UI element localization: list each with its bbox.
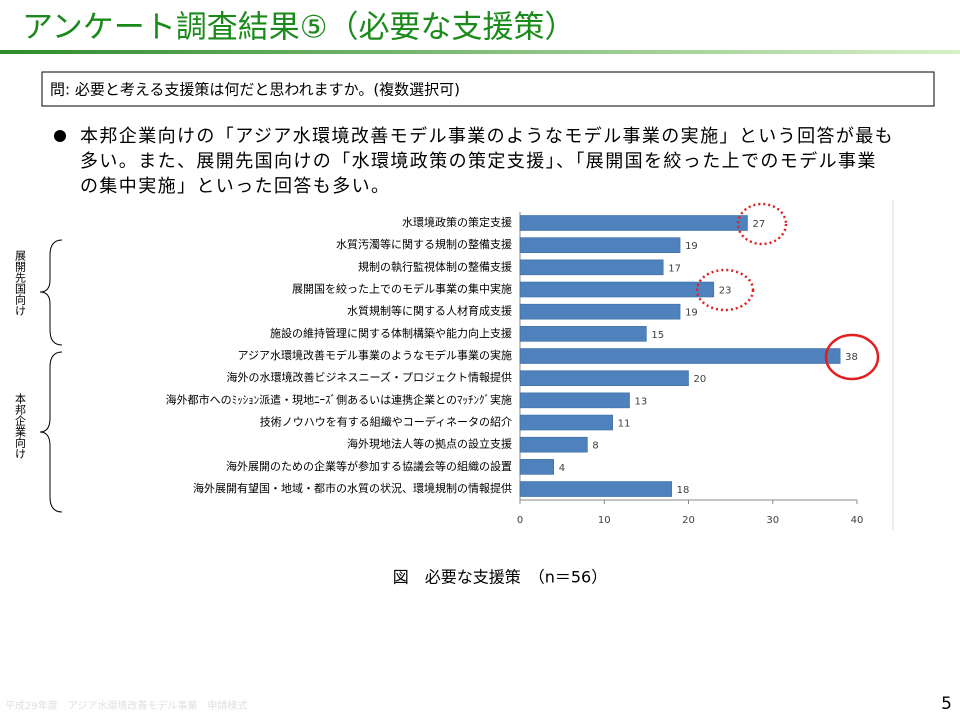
group-label: 展開先国向け	[14, 250, 27, 316]
bullet-line: 本邦企業向けの「アジア水環境改善モデル事業のようなモデル事業の実施」という回答が…	[80, 126, 894, 147]
value-label: 19	[685, 241, 698, 252]
category-label: 海外展開のための企業等が参加する協議会等の組織の設置	[226, 459, 512, 473]
value-label: 23	[719, 286, 732, 297]
bar	[519, 436, 588, 453]
category-label: 水質汚濁等に関する規制の整備支援	[336, 237, 512, 251]
x-tick-label: 10	[598, 515, 611, 526]
group-label: 本邦企業向け	[14, 392, 27, 459]
category-label: アジア水環境改善モデル事業のようなモデル事業の実施	[237, 348, 512, 362]
bar	[519, 414, 613, 431]
question-box	[41, 71, 935, 107]
value-label: 8	[592, 441, 598, 452]
category-label: 海外都市へのﾐｯｼｮﾝ派遣・現地ﾆｰｽﾞ側あるいは連携企業とのﾏｯﾁﾝｸﾞ実施	[166, 392, 512, 406]
bar	[519, 259, 664, 276]
chart-caption: 図 必要な支援策 （n＝56）	[393, 568, 608, 587]
group-brace	[39, 239, 63, 346]
value-label: 38	[845, 352, 858, 363]
value-label: 19	[685, 308, 698, 319]
x-tick-label: 0	[517, 515, 523, 526]
title-rule	[0, 50, 960, 54]
category-label: 技術ノウハウを有する組織やコーディネータの紹介	[260, 415, 512, 429]
highlight-circle	[824, 333, 880, 381]
highlight-circle	[695, 268, 755, 312]
bar	[519, 392, 630, 409]
category-label: 海外現地法人等の拠点の設立支援	[347, 437, 512, 451]
bullet-dot	[54, 130, 66, 142]
group-brace	[39, 351, 63, 513]
category-label: 展開国を絞った上でのモデル事業の集中実施	[292, 282, 512, 296]
bullet-line: の集中実施」といった回答も多い。	[80, 176, 390, 197]
bar	[519, 215, 748, 231]
value-label: 20	[694, 374, 707, 385]
value-label: 13	[635, 396, 648, 407]
category-label: 規制の執行監視体制の整備支援	[358, 259, 512, 273]
bullet-line: 多い。また、展開先国向けの「水環境政策の策定支援」、「展開国を絞った上でのモデル…	[80, 151, 877, 172]
bar	[519, 237, 681, 253]
value-label: 11	[618, 419, 631, 430]
category-label: 水環境政策の策定支援	[402, 215, 512, 229]
bar	[519, 281, 715, 298]
page-number: 5	[941, 694, 952, 714]
x-tick-label: 20	[682, 515, 695, 526]
bar	[519, 303, 681, 320]
category-label: 海外展開有望国・地域・都市の水質の状況、環境規制の情報提供	[193, 481, 512, 495]
bar	[519, 326, 647, 342]
highlight-circle	[736, 202, 788, 246]
value-label: 15	[651, 330, 664, 341]
x-tick-label: 40	[851, 515, 864, 526]
bar	[519, 348, 841, 364]
category-label: 海外の水環境改善ビジネスニーズ・プロジェクト情報提供	[227, 370, 512, 384]
value-label: 17	[668, 263, 681, 274]
bar	[519, 481, 672, 497]
bar	[519, 459, 555, 475]
value-label: 4	[559, 463, 565, 474]
question: 問: 必要と考える支援策は何だと思われますか。(複数選択可)	[50, 81, 460, 99]
slide-title: アンケート調査結果⑤（必要な支援策）	[22, 10, 576, 46]
value-label: 18	[677, 485, 690, 496]
bar	[519, 370, 689, 386]
value-label: 27	[752, 219, 765, 230]
category-label: 施設の維持管理に関する体制構築や能力向上支援	[270, 326, 512, 340]
x-tick-label: 30	[766, 515, 779, 526]
plot: 0 10 20 30 40 水環境政策の策定支援 27 水質汚濁等に関する規制の整備支援 19 規…	[166, 212, 864, 526]
category-label: 水質規制等に関する人材育成支援	[347, 304, 512, 318]
footer: 平成29年度 アジア水環境改善モデル事業 申請様式	[5, 699, 247, 712]
